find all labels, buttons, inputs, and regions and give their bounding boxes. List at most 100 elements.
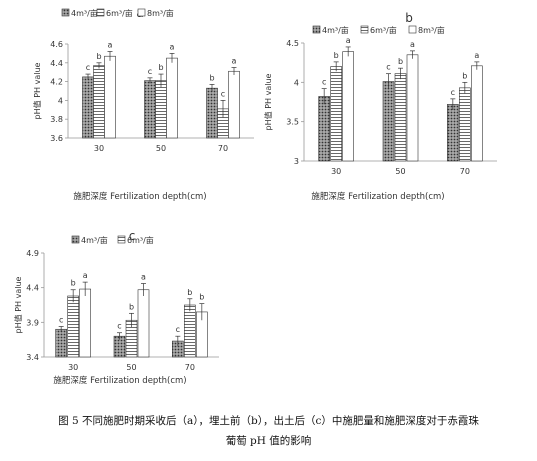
y-tick-label: 4.9: [26, 249, 39, 258]
significance-letter: c: [386, 63, 390, 72]
panel-label: c: [129, 229, 136, 243]
bar: [184, 304, 196, 358]
significance-letter: c: [86, 63, 90, 72]
y-tick-label: 4.5: [286, 39, 299, 48]
x-tick-label: 70: [185, 363, 195, 372]
y-tick-label: 3.6: [50, 134, 63, 143]
legend-label: 6m³/亩: [370, 25, 397, 35]
x-axis-label: 施肥深度 Fertilization depth(cm): [53, 375, 186, 386]
bar: [406, 54, 419, 162]
x-tick-label: 70: [460, 167, 470, 176]
bar: [206, 87, 218, 139]
x-tick-label: 50: [395, 167, 405, 176]
legend-swatch: [312, 25, 321, 34]
x-tick-label: 30: [94, 144, 104, 153]
x-tick-label: 50: [126, 363, 136, 372]
x-axis-label: 施肥深度 Fertilization depth(cm): [311, 191, 444, 202]
chart-panel-a: a 4m³/亩 6m³/亩 8m³/亩 4.6 4.4 4.2 4 3.8 3.6 pH值 PH v…: [32, 6, 254, 202]
bar: [82, 76, 94, 139]
legend-label: 4m³/亩: [81, 235, 108, 245]
y-tick-label: 4: [294, 78, 299, 87]
legend-swatch: [137, 8, 146, 17]
bar: [93, 65, 105, 139]
x-tick-label: 70: [218, 144, 228, 153]
y-axis-label: pH值 PH value: [263, 73, 273, 130]
y-tick-label: 4: [58, 96, 63, 105]
y-tick-label: 4.6: [50, 40, 63, 49]
y-tick-label: 4.4: [26, 284, 39, 293]
significance-letter: b: [199, 293, 204, 302]
bar: [447, 104, 459, 162]
legend-label: 8m³/亩: [418, 25, 445, 35]
significance-letter: a: [170, 42, 175, 51]
bar: [394, 73, 407, 162]
figure-caption-continued: 葡萄 pH 值的影响: [225, 435, 312, 447]
bar: [228, 70, 240, 139]
significance-letter: a: [232, 57, 237, 66]
y-tick-label: 3.4: [26, 353, 39, 362]
figure-caption: 图 5 不同施肥时期采收后（a），埋土前（b），出土后（c）中施肥量和施肥深度对…: [58, 415, 479, 427]
bar: [144, 80, 156, 139]
bar: [342, 51, 354, 162]
y-tick-label: 3: [294, 157, 299, 166]
x-tick-label: 50: [156, 144, 166, 153]
legend-swatch: [360, 25, 369, 34]
legend-label: 4m³/亩: [71, 8, 98, 18]
legend-label: 6m³/亩: [127, 235, 154, 245]
legend-swatch: [117, 235, 126, 244]
bar: [459, 87, 471, 162]
significance-letter: a: [346, 36, 351, 45]
legend-label: 6m³/亩: [106, 8, 133, 18]
bar: [166, 57, 178, 139]
significance-letter: b: [158, 63, 163, 72]
bar: [137, 289, 150, 358]
significance-letter: a: [108, 41, 113, 50]
significance-letter: c: [117, 322, 121, 331]
significance-letter: b: [187, 288, 192, 297]
bar: [471, 65, 483, 162]
significance-letter: b: [129, 302, 134, 311]
significance-letter: b: [71, 279, 76, 288]
significance-letter: c: [322, 78, 326, 87]
significance-letter: b: [462, 71, 467, 80]
y-tick-label: 3.8: [50, 115, 63, 124]
bar: [79, 288, 91, 358]
legend-label: 4m³/亩: [322, 25, 349, 35]
significance-letter: b: [209, 73, 214, 82]
bar: [318, 96, 330, 162]
legend-swatch: [408, 25, 417, 34]
significance-letter: b: [334, 51, 339, 60]
y-axis-label: pH值 PH value: [32, 62, 42, 119]
significance-letter: a: [141, 273, 146, 282]
significance-letter: a: [474, 51, 479, 60]
y-tick-label: 3.9: [26, 318, 39, 327]
significance-letter: c: [451, 88, 455, 97]
significance-letter: a: [410, 40, 415, 49]
bar: [67, 295, 79, 358]
legend-swatch: [96, 8, 105, 17]
significance-letter: b: [96, 52, 101, 61]
bar: [155, 80, 167, 139]
y-axis-label: pH值 PH value: [13, 276, 23, 333]
x-tick-label: 30: [68, 363, 78, 372]
bar: [330, 66, 342, 162]
significance-letter: a: [83, 271, 88, 280]
y-tick-label: 4.2: [50, 78, 63, 87]
y-tick-label: 3.5: [286, 118, 299, 127]
x-tick-label: 30: [331, 167, 341, 176]
significance-letter: c: [176, 325, 180, 334]
bar: [104, 55, 116, 139]
x-axis-label: 施肥深度 Fertilization depth(cm): [73, 191, 206, 202]
significance-letter: c: [221, 89, 225, 98]
legend-swatch: [71, 235, 80, 244]
y-tick-label: 4.4: [50, 59, 63, 68]
bar: [55, 328, 67, 358]
significance-letter: c: [59, 315, 63, 324]
significance-letter: b: [398, 57, 403, 66]
significance-letter: c: [148, 67, 152, 76]
legend-swatch: [61, 8, 70, 17]
bar: [382, 81, 395, 162]
